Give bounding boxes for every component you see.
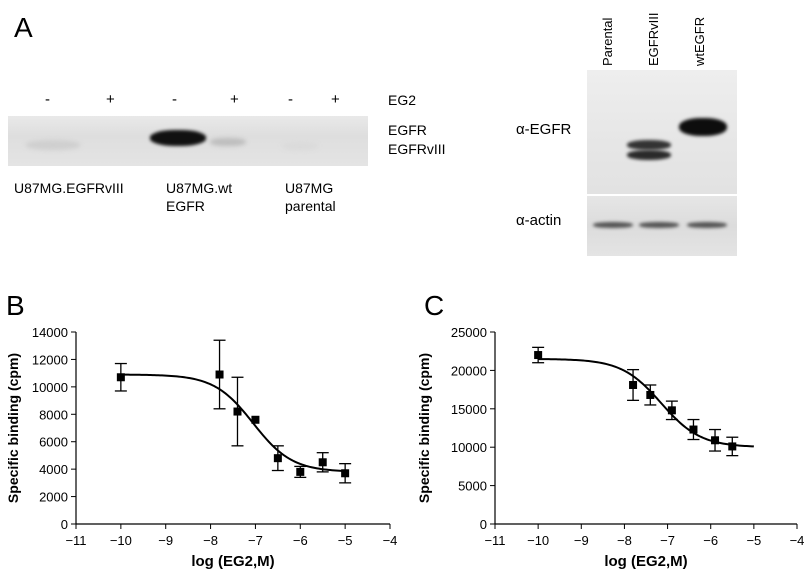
- x-tick-label: −6: [703, 533, 718, 548]
- data-point: [711, 436, 720, 445]
- y-tick-label: 8000: [39, 407, 68, 422]
- data-point: [233, 407, 242, 416]
- data-point: [273, 454, 282, 463]
- lane-group-label: U87MG.wt EGFR: [166, 180, 233, 214]
- data-point: [689, 425, 698, 434]
- treatment-sign: +: [230, 91, 239, 108]
- data-point: [251, 415, 260, 424]
- data-point: [646, 390, 655, 399]
- data-point: [341, 469, 350, 478]
- y-tick-label: 25000: [451, 325, 487, 340]
- y-tick-label: 0: [61, 517, 68, 532]
- x-tick-label: −9: [158, 533, 173, 548]
- y-tick-label: 6000: [39, 435, 68, 450]
- band-label-egfrviii: EGFRvIII: [388, 141, 446, 157]
- data-point: [215, 370, 224, 379]
- x-tick-label: −11: [65, 533, 86, 548]
- data-point: [534, 351, 543, 360]
- x-tick-label: −7: [248, 533, 263, 548]
- x-tick-label: −8: [617, 533, 632, 548]
- x-tick-label: −8: [203, 533, 218, 548]
- y-tick-label: 10000: [451, 440, 487, 455]
- treatment-sign: -: [45, 91, 50, 108]
- data-point: [667, 406, 676, 415]
- lane-group-label: U87MG.EGFRvIII: [14, 180, 124, 196]
- panel-b-letter: B: [6, 290, 25, 321]
- fit-curve: [120, 373, 346, 473]
- row-label-anti-actin: α-actin: [516, 212, 562, 229]
- x-tick-label: −5: [338, 533, 353, 548]
- y-tick-label: 5000: [458, 479, 487, 494]
- y-tick-label: 4000: [39, 462, 68, 477]
- data-point: [116, 373, 125, 382]
- data-point: [296, 467, 305, 476]
- x-tick-label: −6: [293, 533, 308, 548]
- data-point: [728, 442, 737, 451]
- data-point: [318, 458, 327, 467]
- treatment-sign: -: [288, 91, 293, 108]
- binding-chart-b: 0 2000 4000 6000 8000 10000 12000 14000 −11 −10 −9…: [5, 325, 398, 570]
- x-tick-label: −11: [484, 533, 505, 548]
- western-blot-egfr: [587, 70, 737, 194]
- lane-label-parental: Parental: [600, 17, 615, 66]
- x-tick-label: −9: [574, 533, 589, 548]
- y-tick-label: 12000: [32, 352, 68, 367]
- treatment-label: EG2: [388, 92, 417, 108]
- x-tick-label: −7: [660, 533, 675, 548]
- y-tick-label: 15000: [451, 402, 487, 417]
- y-tick-label: 10000: [32, 380, 68, 395]
- binding-chart-c: 0 5000 10000 15000 20000 25000 −11 −10 −9 −8 −7 −6 −…: [416, 325, 805, 570]
- y-axis-title: Specific binding (cpm): [416, 353, 432, 503]
- treatment-sign: -: [172, 91, 177, 108]
- band-label-egfr: EGFR: [388, 122, 427, 138]
- y-axis-title: Specific binding (cpm): [5, 353, 21, 503]
- x-tick-label: −4: [790, 533, 805, 548]
- x-tick-label: −10: [527, 533, 549, 548]
- treatment-sign: +: [331, 91, 340, 108]
- treatment-sign: +: [106, 91, 115, 108]
- row-label-anti-egfr: α-EGFR: [516, 121, 572, 138]
- lane-group-label: U87MG parental: [285, 180, 336, 214]
- y-tick-label: 20000: [451, 363, 487, 378]
- x-tick-label: −4: [383, 533, 398, 548]
- lane-label-egfrviii: EGFRvIII: [646, 12, 661, 66]
- x-tick-label: −5: [746, 533, 761, 548]
- panel-c-letter: C: [424, 290, 445, 321]
- lane-label-wtegfr: wtEGFR: [692, 16, 707, 66]
- fit-curve: [538, 358, 754, 448]
- y-tick-label: 0: [480, 517, 487, 532]
- western-blot-left: [8, 116, 368, 166]
- x-axis-title: log (EG2,M): [604, 553, 687, 570]
- x-axis-title: log (EG2,M): [191, 553, 274, 570]
- data-point: [629, 380, 638, 389]
- y-tick-label: 2000: [39, 490, 68, 505]
- x-tick-label: −10: [110, 533, 132, 548]
- y-tick-label: 14000: [32, 325, 68, 340]
- western-blot-actin: [587, 196, 737, 256]
- panel-a-letter: A: [14, 12, 33, 43]
